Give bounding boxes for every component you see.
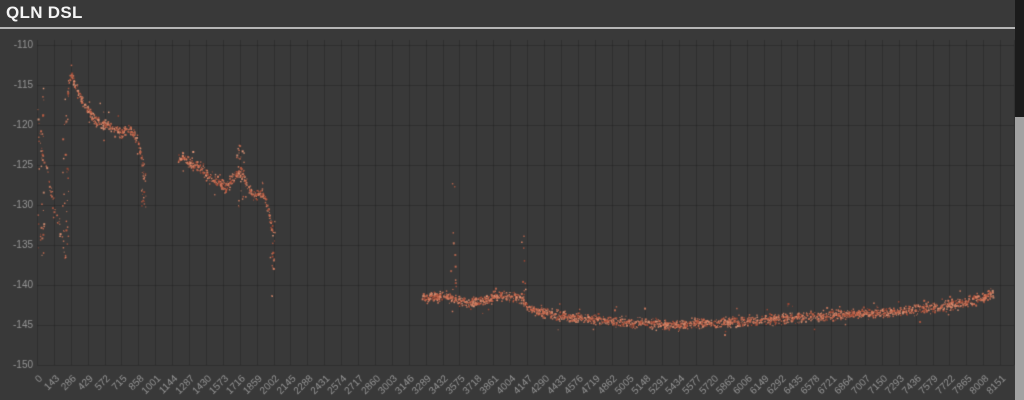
page-header: QLN DSL [0, 0, 1015, 29]
page-title: QLN DSL [6, 3, 83, 22]
vertical-scrollbar-track[interactable] [1015, 0, 1024, 400]
vertical-scrollbar-thumb[interactable] [1015, 117, 1024, 400]
